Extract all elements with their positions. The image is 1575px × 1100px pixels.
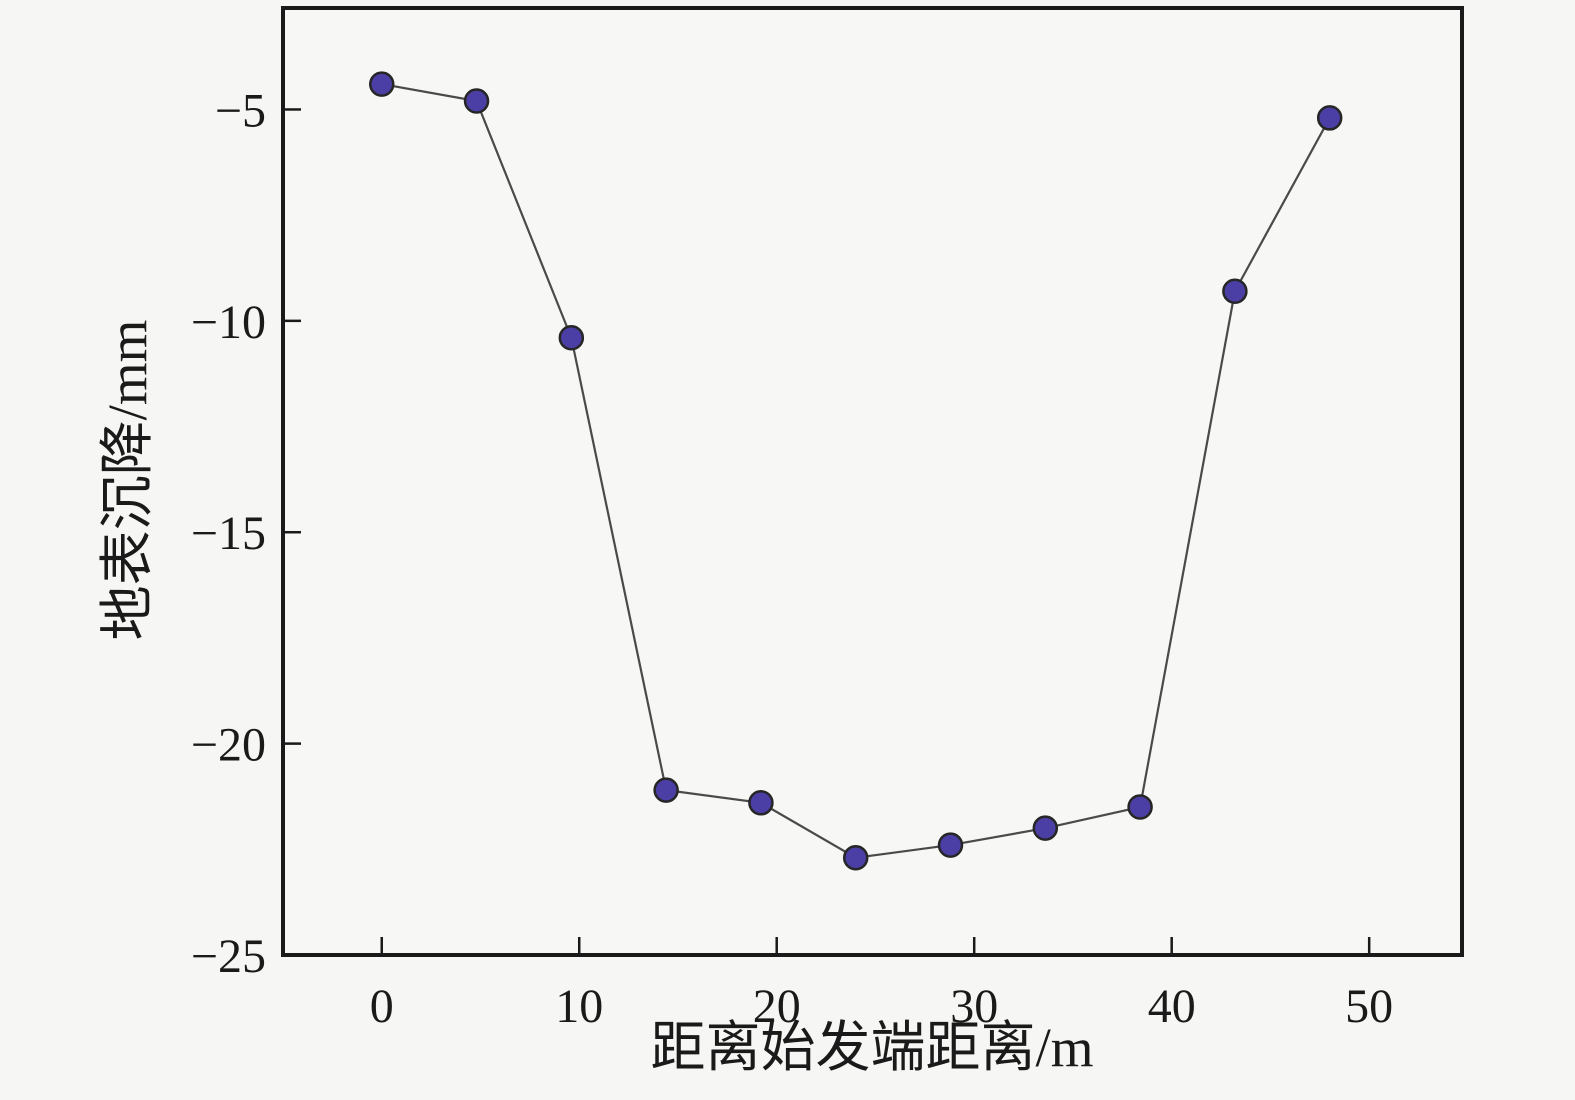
y-axis-title: 地表沉降/mm [97,320,158,641]
data-point [558,325,585,351]
data-point [368,71,395,97]
y-axis-tick-label: −10 [191,296,266,349]
y-axis-tick-label: −20 [191,719,266,772]
data-point [937,832,964,858]
x-axis-tick-label: 30 [950,980,998,1033]
data-point [842,845,869,871]
data-point [1222,278,1248,305]
x-axis-title: 距离始发端距离/m [650,1017,1093,1078]
data-point [463,88,490,114]
axis-ticks: 0 10 20 30 40 50 −5 −10 −15 −20 −25 [191,84,1393,1033]
data-point [1032,815,1059,841]
data-series [368,71,1343,871]
data-point [653,777,679,803]
x-axis-tick-label: 20 [753,980,801,1033]
y-axis-tick-label: −25 [191,930,266,983]
x-axis-tick-label: 40 [1148,980,1196,1033]
y-axis-tick-label: −15 [191,507,266,560]
data-point [1127,794,1153,820]
data-point [748,790,774,816]
plot-frame [281,6,1464,957]
data-point [1316,105,1343,131]
x-axis-tick-label: 10 [555,980,603,1033]
x-axis-tick-label: 50 [1345,980,1393,1033]
x-axis-tick-label: 0 [370,980,394,1033]
y-axis-tick-label: −5 [215,84,266,137]
